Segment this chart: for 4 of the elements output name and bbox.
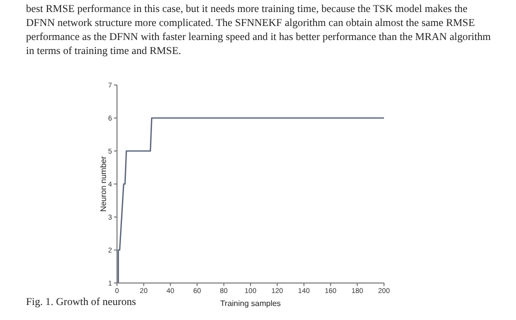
caption: Fig. 1. Growth of neurons	[26, 297, 136, 308]
x-axis-title: Training samples	[220, 299, 281, 308]
text: best RMSE performance in this case, but it needs more training time, because the TSK model makes the DFNN network structure more complicated. The SFNNEKF algorithm can obtain almost the same RMSE performance as the DFNN with faster learning speed and it has better performance than the MRAN algorithm in terms of training time and RMSE.	[26, 3, 492, 59]
y-axis-title: Neuron number	[98, 156, 108, 212]
